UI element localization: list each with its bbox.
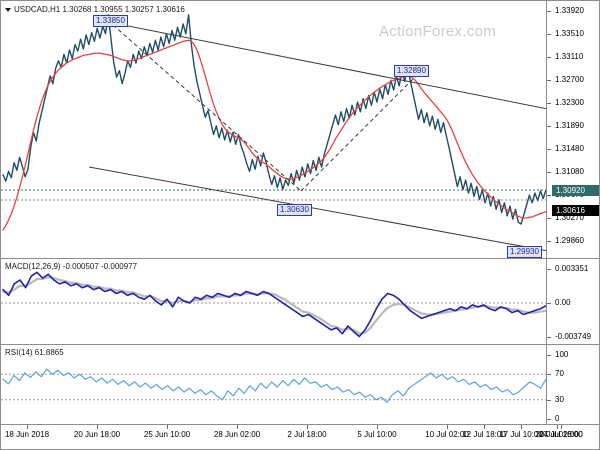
collapse-triangle-icon[interactable] bbox=[5, 7, 11, 12]
rsi-panel: RSI(14) 61.8865 100 70 30 0 bbox=[1, 345, 599, 425]
rsi-axis-label: 0 bbox=[555, 414, 560, 423]
time-axis-tick bbox=[447, 425, 448, 429]
time-axis-tick bbox=[27, 425, 28, 429]
price-axis-tick bbox=[547, 126, 551, 127]
macd-header: MACD(12,26,9) -0.000507 -0.000977 bbox=[5, 262, 138, 271]
price-axis-tick bbox=[547, 34, 551, 35]
price-axis-label: 1.30270 bbox=[555, 213, 584, 222]
time-axis-tick bbox=[557, 425, 558, 429]
price-axis-label: 1.33110 bbox=[555, 52, 584, 61]
time-axis-label: 20 Jun 18:00 bbox=[73, 430, 121, 439]
rsi-plot bbox=[1, 345, 546, 424]
price-panel: USDCAD,H1 1.30268 1.30955 1.30257 1.3061… bbox=[1, 1, 599, 259]
rsi-axis-label: 100 bbox=[555, 350, 569, 359]
time-axis-tick bbox=[377, 425, 378, 429]
time-axis-tick bbox=[97, 425, 98, 429]
time-axis-label: 18 Jun 2018 bbox=[4, 430, 50, 439]
time-axis-tick bbox=[167, 425, 168, 429]
ask-price-label: 1.30920 bbox=[552, 185, 599, 196]
annotation-swing-low-2[interactable]: 1.29930 bbox=[507, 246, 542, 258]
rsi-axis-tick bbox=[547, 419, 551, 420]
annotation-swing-low-1[interactable]: 1.30630 bbox=[277, 204, 312, 216]
macd-axis-label: 0.00 bbox=[555, 298, 571, 307]
time-axis-label: 27 Jul 10:00 bbox=[539, 430, 583, 439]
rising-leg-dashed bbox=[300, 70, 422, 192]
time-axis-label: 2 Jul 18:00 bbox=[287, 430, 327, 439]
price-axis-tick bbox=[547, 149, 551, 150]
time-axis-tick bbox=[484, 425, 485, 429]
macd-axis-label: -0.003749 bbox=[555, 332, 592, 341]
price-axis-label: 1.31080 bbox=[555, 167, 584, 176]
time-axis[interactable]: 18 Jun 2018 20 Jun 18:00 25 Jun 10:00 28 Ju… bbox=[1, 425, 599, 449]
annotation-swing-high-2[interactable]: 1.32890 bbox=[394, 65, 429, 77]
price-series-svg bbox=[2, 14, 546, 231]
macd-series-svg bbox=[1, 271, 546, 338]
time-axis-label: 28 Jun 02:00 bbox=[213, 430, 261, 439]
time-axis-tick bbox=[237, 425, 238, 429]
symbol-header: USDCAD,H1 1.30268 1.30955 1.30257 1.3061… bbox=[5, 5, 185, 14]
rsi-axis-tick bbox=[547, 399, 551, 401]
time-axis-label: 20 Jul 02:00 bbox=[535, 430, 579, 439]
macd-panel: MACD(12,26,9) -0.000507 -0.000977 0.0033… bbox=[1, 259, 599, 345]
time-axis-tick bbox=[307, 425, 308, 429]
rsi-axis-tick bbox=[547, 374, 551, 376]
time-axis-tick bbox=[521, 425, 522, 429]
annotation-swing-high-1[interactable]: 1.33850 bbox=[93, 15, 128, 27]
macd-plot bbox=[1, 259, 546, 344]
time-axis-label: 10 Jul 02:00 bbox=[425, 430, 469, 439]
macd-axis-tick bbox=[547, 337, 551, 338]
watermark-actionforex: ActionForex.com bbox=[379, 23, 497, 40]
time-axis-label: 24 Jul 18:00 bbox=[539, 430, 583, 439]
time-axis-label: 17 Jul 10:00 bbox=[499, 430, 543, 439]
falling-channel-dashed bbox=[112, 24, 302, 192]
macd-axis-tick bbox=[547, 269, 551, 270]
price-axis-label: 1.31890 bbox=[555, 121, 584, 130]
price-axis-tick bbox=[547, 80, 551, 81]
price-axis-label: 1.32300 bbox=[555, 98, 584, 107]
price-plot: 1.33850 1.32890 1.30630 1.29930 bbox=[1, 1, 546, 258]
price-axis-tick bbox=[547, 57, 551, 58]
downtrend-line-lower bbox=[88, 166, 546, 252]
rsi-axis[interactable]: 100 70 30 0 bbox=[546, 345, 599, 424]
macd-axis-tick bbox=[547, 303, 551, 304]
downtrend-line-upper bbox=[112, 22, 546, 110]
rsi-axis-label: 30 bbox=[555, 394, 564, 404]
price-axis-tick bbox=[547, 195, 551, 196]
rsi-series-svg bbox=[1, 368, 546, 403]
price-axis-tick bbox=[547, 103, 551, 104]
price-axis-tick bbox=[547, 241, 551, 242]
price-axis-label: 1.33920 bbox=[555, 6, 584, 15]
rsi-header: RSI(14) 61.8865 bbox=[5, 348, 64, 357]
macd-axis[interactable]: 0.003351 0.00 -0.003749 bbox=[546, 259, 599, 344]
time-axis-label: 5 Jul 10:00 bbox=[357, 430, 397, 439]
price-axis-tick bbox=[547, 218, 551, 219]
price-axis-label: 1.31480 bbox=[555, 144, 584, 153]
price-axis-tick bbox=[547, 172, 551, 173]
symbol-header-text: USDCAD,H1 1.30268 1.30955 1.30257 1.3061… bbox=[14, 5, 185, 14]
rsi-axis-label: 70 bbox=[555, 369, 564, 379]
price-axis-label: 1.29860 bbox=[555, 236, 584, 245]
time-axis-label: 12 Jul 18:00 bbox=[462, 430, 506, 439]
macd-axis-label: 0.003351 bbox=[555, 264, 589, 273]
price-axis-label: 1.33510 bbox=[555, 29, 584, 38]
price-drawings-svg bbox=[1, 22, 546, 252]
bid-price-label: 1.30616 bbox=[552, 205, 599, 216]
price-axis-tick bbox=[547, 11, 551, 12]
price-axis[interactable]: 1.33920 1.33510 1.33110 1.32700 1.32300 1.318… bbox=[546, 1, 599, 258]
time-axis-label: 25 Jun 10:00 bbox=[143, 430, 191, 439]
price-axis-label: 1.32700 bbox=[555, 75, 584, 84]
rsi-axis-tick bbox=[547, 355, 551, 356]
time-axis-tick bbox=[561, 425, 562, 429]
